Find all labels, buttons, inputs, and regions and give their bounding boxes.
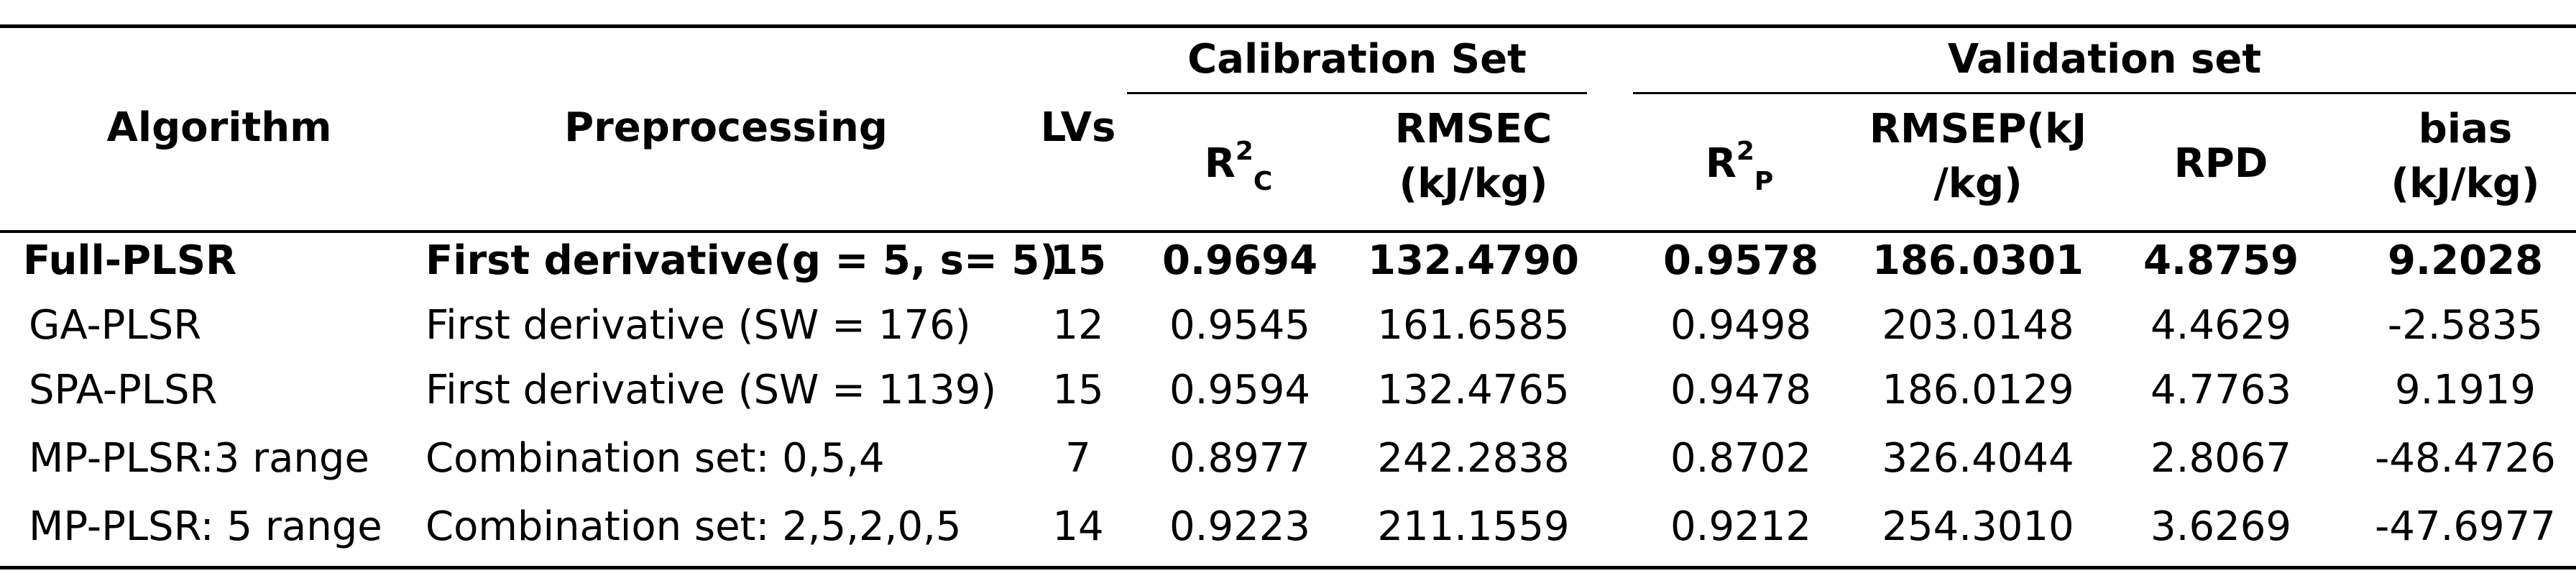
- row-1-preprocessing: First derivative (SW = 176): [426, 302, 971, 349]
- row-4-bias: -47.6977: [2375, 503, 2556, 550]
- row-4-rpd: 3.6269: [2150, 503, 2291, 550]
- row-2-r2p: 0.9478: [1670, 367, 1811, 413]
- row-4-algorithm: MP-PLSR: 5 range: [29, 503, 382, 550]
- header-validation-set: Validation set: [1947, 36, 2262, 83]
- row-0-rmsep: 186.0301: [1872, 237, 2084, 284]
- row-4-r2c: 0.9223: [1169, 503, 1310, 550]
- row-0-r2p: 0.9578: [1662, 237, 1819, 284]
- row-2-rmsep: 186.0129: [1882, 367, 2074, 413]
- bottom-rule: [0, 566, 2576, 569]
- row-4-r2p: 0.9212: [1670, 503, 1811, 550]
- row-0-lvs: 15: [1050, 237, 1106, 284]
- top-rule: [0, 24, 2576, 28]
- header-rmsep: RMSEP(kJ /kg): [1869, 106, 2087, 207]
- row-0-rpd: 4.8759: [2143, 237, 2299, 284]
- row-1-bias: -2.5835: [2387, 302, 2544, 349]
- row-3-rpd: 2.8067: [2150, 435, 2291, 482]
- row-1-r2c: 0.9545: [1169, 302, 1310, 349]
- row-2-bias: 9.1919: [2395, 367, 2536, 413]
- row-1-r2p: 0.9498: [1670, 302, 1811, 349]
- validation-group-rule: [1633, 92, 2576, 94]
- row-3-lvs: 7: [1065, 435, 1091, 482]
- row-0-algorithm: Full-PLSR: [23, 237, 237, 284]
- row-1-rmsep: 203.0148: [1882, 302, 2074, 349]
- header-r2p: R2P: [1705, 137, 1774, 197]
- row-2-algorithm: SPA-PLSR: [29, 367, 218, 413]
- row-3-preprocessing: Combination set: 0,5,4: [426, 435, 885, 482]
- row-1-rpd: 4.4629: [2150, 302, 2291, 349]
- row-4-lvs: 14: [1052, 503, 1104, 550]
- header-algorithm: Algorithm: [106, 104, 332, 151]
- row-4-rmsep: 254.3010: [1882, 503, 2074, 550]
- row-4-preprocessing: Combination set: 2,5,2,0,5: [426, 503, 962, 550]
- row-2-preprocessing: First derivative (SW = 1139): [426, 367, 997, 413]
- calibration-group-rule: [1127, 92, 1587, 94]
- row-2-lvs: 15: [1052, 367, 1104, 413]
- row-0-r2c: 0.9694: [1162, 237, 1318, 284]
- row-3-rmsep: 326.4044: [1882, 435, 2074, 482]
- row-3-bias: -48.4726: [2375, 435, 2556, 482]
- row-3-r2c: 0.8977: [1169, 435, 1310, 482]
- header-calibration-set: Calibration Set: [1187, 36, 1527, 83]
- header-r2c: R2C: [1204, 137, 1273, 197]
- row-1-algorithm: GA-PLSR: [29, 302, 202, 349]
- header-rpd: RPD: [2174, 140, 2268, 187]
- row-1-rmsec: 161.6585: [1377, 302, 1570, 349]
- row-3-r2p: 0.8702: [1670, 435, 1811, 482]
- row-1-lvs: 12: [1052, 302, 1104, 349]
- header-preprocessing: Preprocessing: [564, 104, 888, 151]
- row-3-algorithm: MP-PLSR:3 range: [29, 435, 369, 482]
- header-bottom-rule: [0, 230, 2576, 233]
- row-2-r2c: 0.9594: [1169, 367, 1310, 413]
- row-0-bias: 9.2028: [2387, 237, 2544, 284]
- header-lvs: LVs: [1040, 104, 1116, 151]
- header-bias: bias (kJ/kg): [2391, 106, 2540, 207]
- row-2-rmsec: 132.4765: [1377, 367, 1570, 413]
- row-0-preprocessing: First derivative(g = 5, s= 5): [426, 237, 1058, 284]
- row-3-rmsec: 242.2838: [1377, 435, 1570, 482]
- row-0-rmsec: 132.4790: [1367, 237, 1580, 284]
- row-4-rmsec: 211.1559: [1377, 503, 1570, 550]
- row-2-rpd: 4.7763: [2150, 367, 2291, 413]
- header-rmsec: RMSEC (kJ/kg): [1394, 106, 1552, 207]
